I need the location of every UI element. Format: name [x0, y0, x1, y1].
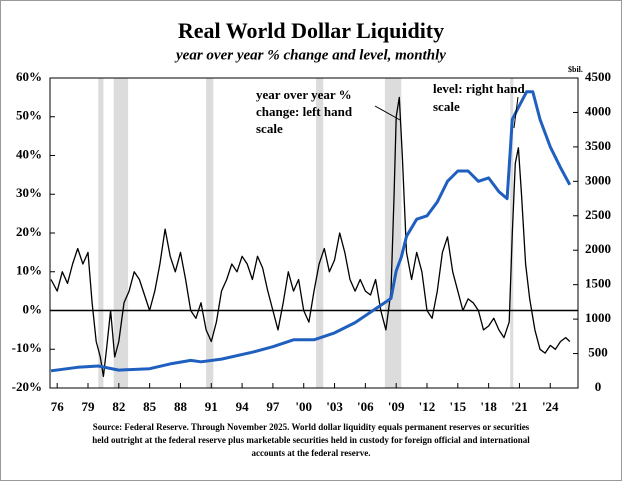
x-tick-label: '00: [295, 399, 312, 414]
y2-tick-label: 4500: [585, 69, 611, 84]
series-line: [50, 96, 571, 378]
source: held outright at the federal reserve plu…: [92, 435, 530, 445]
plot: -20% -10% 0% 10% 20% 30% 40% 50% 60% 0 500 1000 1500…: [12, 69, 611, 414]
annotation-arrow: [374, 105, 401, 121]
y-tick-label: 0%: [23, 301, 43, 316]
x-tick-label: 97: [266, 399, 280, 414]
y2-tick-label: 3500: [585, 138, 611, 153]
annotation-arrow: [513, 96, 519, 129]
x-tick-label: 85: [143, 399, 157, 414]
y2-unit: $bil.: [568, 65, 583, 74]
x-tick-label: '12: [419, 399, 436, 414]
source: Source: Federal Reserve. Through Novembe…: [93, 422, 530, 432]
x-tick-label: 94: [236, 399, 250, 414]
recession-band: [316, 78, 324, 388]
y2-tick-label: 0: [595, 379, 602, 394]
x-tick-label: 88: [174, 399, 188, 414]
y2-tick-label: 3000: [585, 172, 611, 187]
series-line: [50, 90, 572, 373]
x-tick-label: 79: [82, 399, 96, 414]
y2-tick-label: 4000: [585, 103, 611, 118]
x-tick-label: 76: [51, 399, 65, 414]
y2-tick-label: 2500: [585, 207, 611, 222]
x-tick-label: 91: [205, 399, 218, 414]
annotation: change: left hand: [256, 104, 353, 119]
chart-subtitle: year over year % change and level, month…: [174, 47, 446, 63]
y-tick-label: 10%: [16, 263, 42, 278]
y2-tick-label: 1500: [585, 276, 611, 291]
x-tick-label: '21: [511, 399, 528, 414]
y-tick-label: -20%: [12, 379, 42, 394]
chart-title: Real World Dollar Liquidity: [178, 18, 444, 43]
x-tick-label: '06: [357, 399, 374, 414]
y-tick-label: 60%: [16, 69, 42, 84]
annotation: level: right hand: [433, 81, 525, 96]
x-tick-label: 82: [112, 399, 125, 414]
x-tick-label: '24: [542, 399, 559, 414]
recession-band: [98, 78, 104, 388]
y-tick-label: 50%: [16, 108, 42, 123]
source: accounts at the federal reserve.: [251, 448, 370, 458]
y2-tick-label: 1000: [585, 310, 611, 325]
x-tick-label: '15: [450, 399, 467, 414]
y-tick-label: 30%: [16, 185, 42, 200]
recession-band: [206, 78, 214, 388]
x-tick-label: '03: [326, 399, 343, 414]
recession-band: [113, 78, 129, 388]
annotation: year over year %: [256, 87, 352, 102]
y-tick-label: -10%: [12, 340, 42, 355]
y2-tick-label: 500: [588, 345, 608, 360]
y-tick-label: 20%: [16, 224, 42, 239]
x-tick-label: '18: [480, 399, 497, 414]
y2-tick-label: 2000: [585, 241, 611, 256]
x-tick-label: '09: [388, 399, 405, 414]
y-tick-label: 40%: [16, 146, 42, 161]
annotation: scale: [433, 99, 460, 114]
annotation: scale: [256, 121, 283, 136]
